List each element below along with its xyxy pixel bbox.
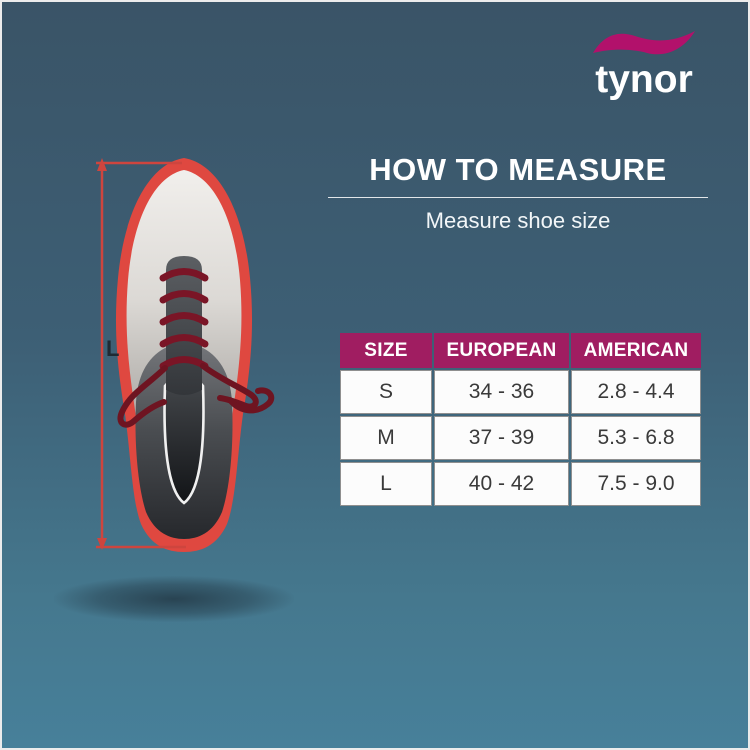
cell-european-l: 40 - 42: [434, 462, 569, 506]
column-header-size: SIZE: [340, 333, 432, 368]
title-divider: [328, 197, 708, 198]
column-header-european: EUROPEAN: [434, 333, 569, 368]
brand-name: tynor: [595, 58, 693, 101]
cell-american-m: 5.3 - 6.8: [571, 416, 701, 460]
shoe-illustration: L: [96, 158, 275, 552]
page-subtitle: Measure shoe size: [425, 208, 611, 233]
cell-size-l: L: [340, 462, 432, 506]
heading-block: HOW TO MEASURE Measure shoe size: [328, 152, 708, 234]
length-label: L: [106, 336, 119, 361]
logo-swoosh-icon: [593, 31, 695, 55]
size-chart-table: SIZE EUROPEAN AMERICAN S 34 - 36 2.8 - 4…: [340, 333, 701, 506]
column-header-american: AMERICAN: [571, 333, 701, 368]
cell-european-s: 34 - 36: [434, 370, 569, 414]
measurement-arrow: [96, 158, 186, 550]
shoelace-ends: [117, 363, 275, 428]
cell-american-l: 7.5 - 9.0: [571, 462, 701, 506]
brand-logo: tynor: [584, 26, 704, 99]
cell-size-s: S: [340, 370, 432, 414]
cell-european-m: 37 - 39: [434, 416, 569, 460]
cell-size-m: M: [340, 416, 432, 460]
page-title: HOW TO MEASURE: [369, 152, 667, 187]
cell-american-s: 2.8 - 4.4: [571, 370, 701, 414]
shoe-shadow: [54, 576, 294, 622]
